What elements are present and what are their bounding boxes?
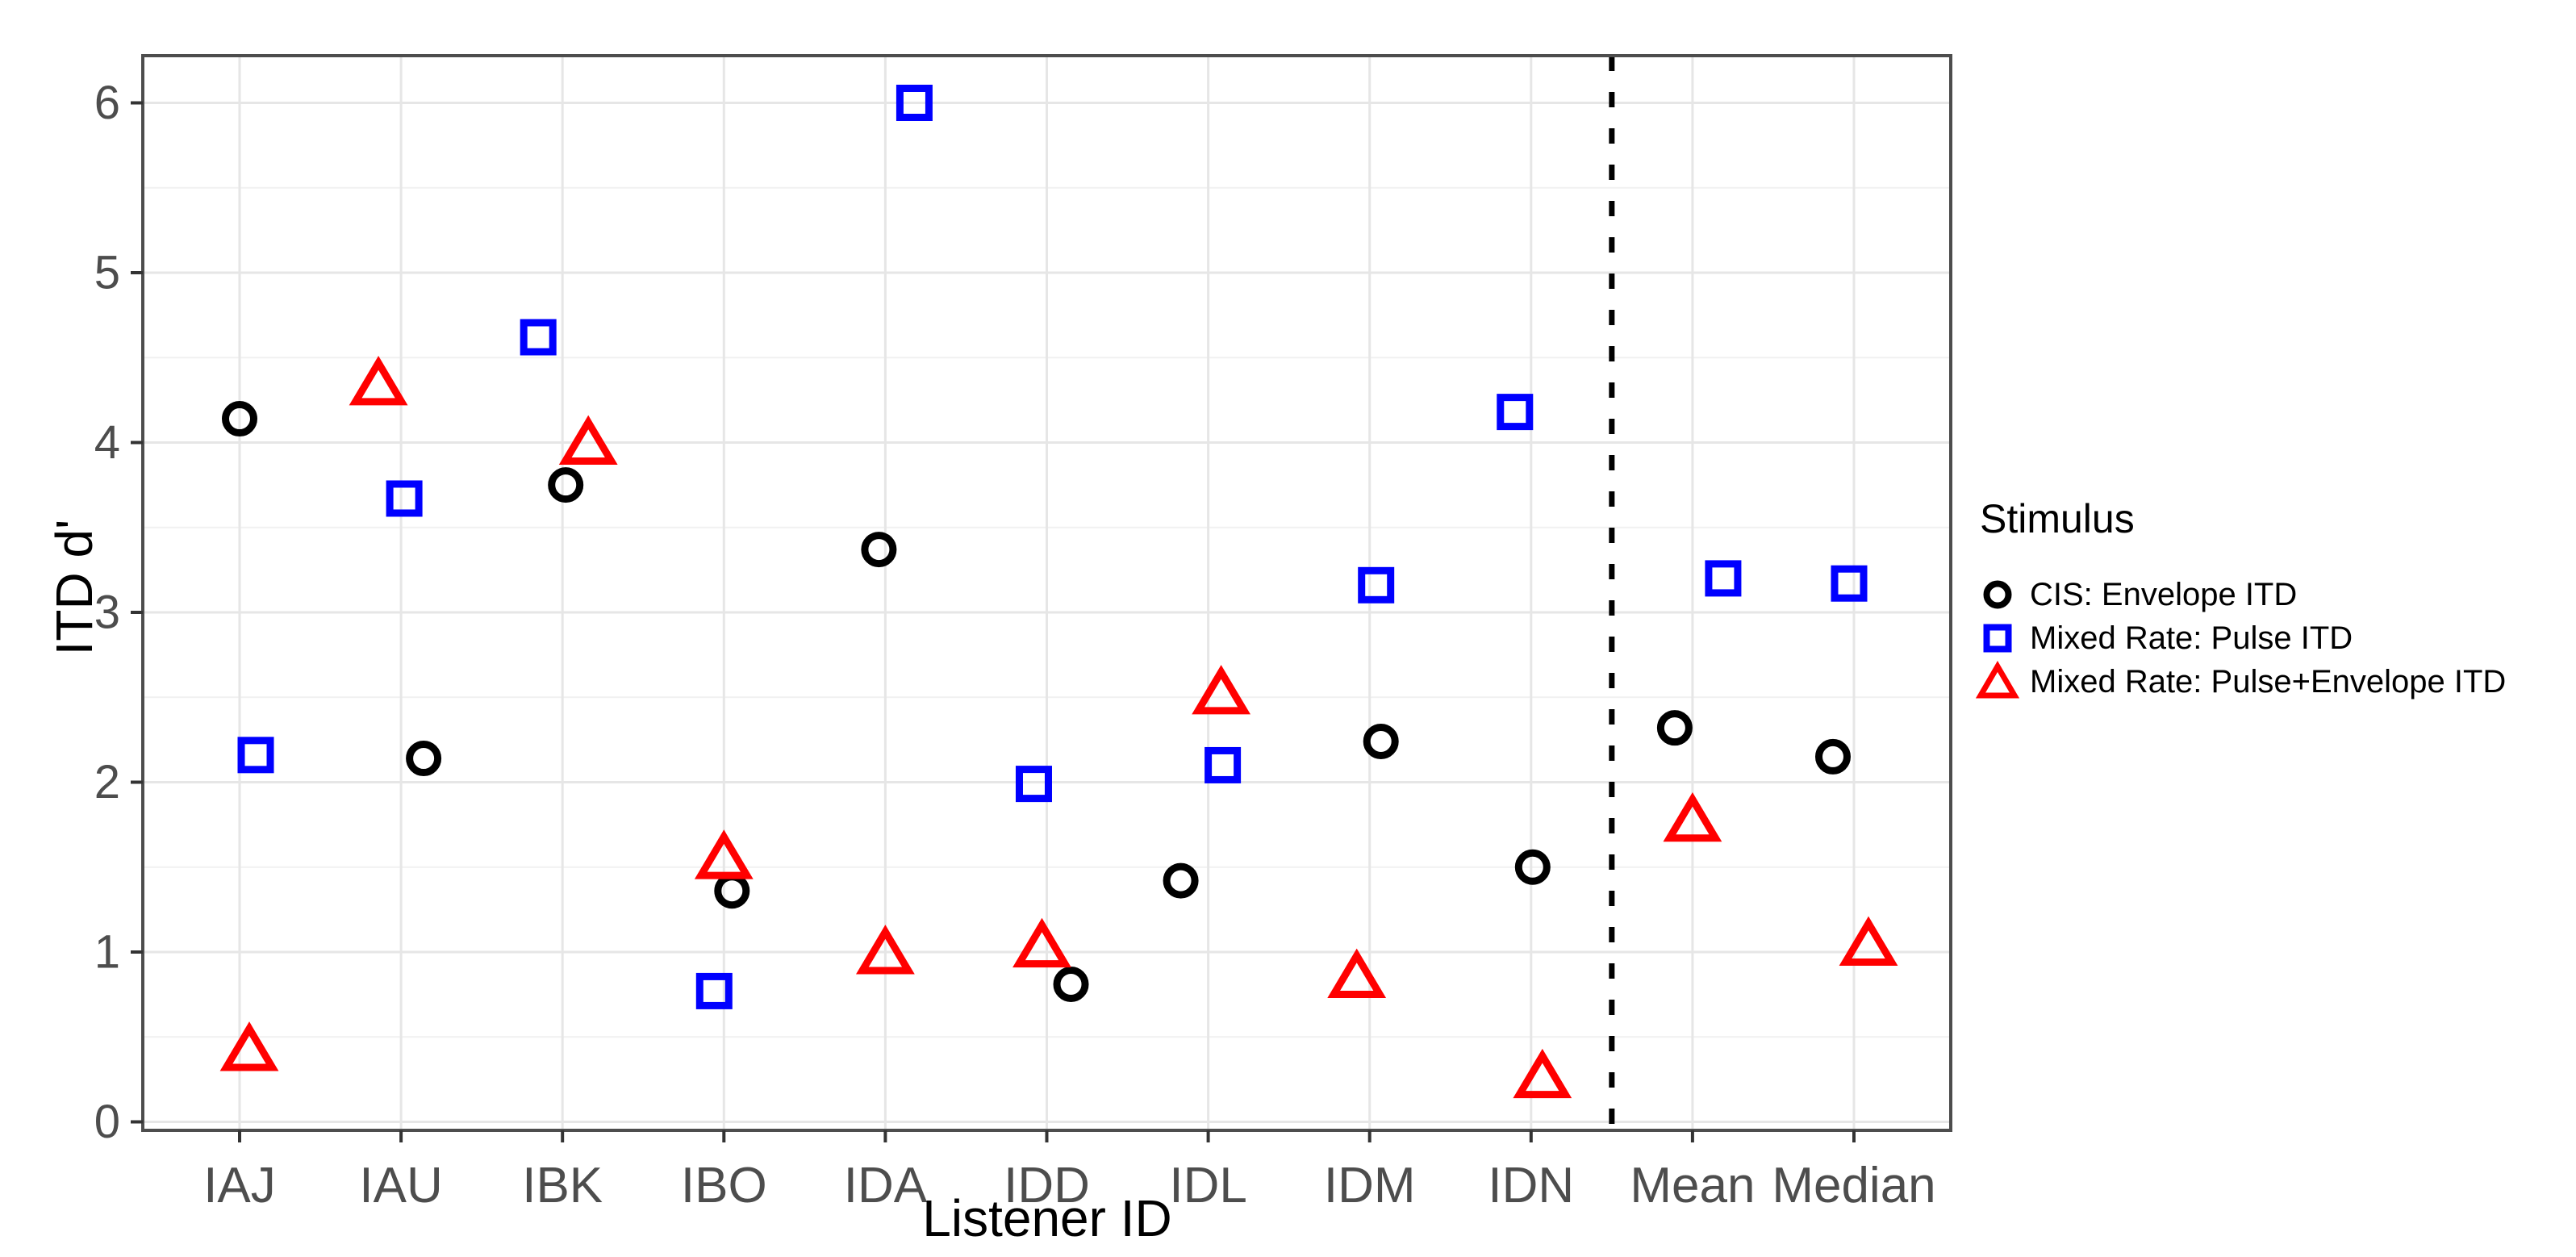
- marker-square-Mean: [1705, 560, 1742, 597]
- x-tick-label: IDN: [1488, 1158, 1574, 1213]
- marker-triangle-IDM: [1327, 948, 1387, 998]
- marker-circle-IDM: [1363, 723, 1399, 759]
- x-tick-label: Mean: [1630, 1158, 1755, 1213]
- marker-triangle-IBO: [694, 829, 754, 879]
- y-tick-label: 2: [94, 756, 120, 808]
- legend-title: Stimulus: [1980, 496, 2135, 541]
- marker-circle-IDL: [1163, 862, 1199, 899]
- marker-triangle-Mean: [1663, 791, 1722, 842]
- marker-square-IDD: [1015, 766, 1052, 803]
- marker-triangle-IDA: [855, 925, 915, 975]
- legend-items: CIS: Envelope ITD Mixed Rate: Pulse ITD Mi…: [1975, 573, 2576, 704]
- marker-square-IAJ: [237, 737, 274, 774]
- marker-square-Median: [1831, 565, 1868, 602]
- legend-triangle-icon: [1975, 661, 2020, 699]
- marker-triangle-IDL: [1192, 665, 1251, 715]
- legend-item: CIS: Envelope ITD: [1975, 573, 2576, 616]
- x-tick-label: IDL: [1169, 1158, 1246, 1213]
- x-tick-label: IBK: [522, 1158, 603, 1213]
- marker-triangle-IDD: [1012, 917, 1071, 968]
- y-tick-label: 1: [94, 926, 120, 979]
- x-tick-label: IBO: [681, 1158, 767, 1213]
- marker-circle-Mean: [1656, 710, 1693, 746]
- legend-square-icon: [1983, 624, 2012, 653]
- marker-circle-IAU: [406, 741, 442, 777]
- marker-circle-IBK: [548, 467, 584, 503]
- marker-triangle-Median: [1839, 916, 1898, 966]
- marker-circle-IAJ: [222, 401, 257, 437]
- x-tick-label: Median: [1772, 1158, 1935, 1213]
- marker-circle-IDD: [1053, 966, 1089, 1002]
- marker-triangle-IDN: [1513, 1048, 1572, 1099]
- legend-item: Mixed Rate: Pulse ITD: [1975, 616, 2576, 660]
- chart-canvas: 0 1 2 3 4 5 6 IAJ IAU IBK IBO IDA IDD IDL IDM IDN Mean Me…: [94, 54, 1952, 1213]
- marker-square-IDM: [1358, 566, 1395, 603]
- marker-circle-IBO: [714, 873, 750, 909]
- y-tick-label: 6: [94, 77, 120, 129]
- marker-triangle-IAU: [349, 356, 408, 406]
- legend: Stimulus CIS: Envelope ITD Mixed Rate: Pu…: [1975, 495, 2576, 704]
- marker-square-IDA: [896, 85, 933, 121]
- y-axis-title: ITD d': [45, 519, 103, 656]
- x-tick-label: IDA: [844, 1158, 928, 1213]
- y-tick-label: 5: [94, 247, 120, 299]
- marker-square-IBO: [695, 972, 733, 1009]
- legend-item-label: CIS: Envelope ITD: [2030, 576, 2298, 612]
- marker-square-IDN: [1497, 394, 1534, 431]
- legend-circle-icon: [1983, 580, 2012, 609]
- x-tick-label: IAU: [359, 1158, 442, 1213]
- x-tick-label: IDD: [1004, 1158, 1090, 1213]
- marker-square-IBK: [520, 319, 557, 356]
- marker-circle-IDA: [861, 532, 897, 568]
- legend-item-label: Mixed Rate: Pulse ITD: [2030, 620, 2353, 656]
- x-tick-label: IAJ: [203, 1158, 276, 1213]
- y-tick-label: 3: [94, 587, 120, 639]
- marker-circle-Median: [1814, 738, 1851, 775]
- x-tick-label: IDM: [1324, 1158, 1416, 1213]
- marker-square-IAU: [386, 480, 423, 517]
- marker-triangle-IBK: [558, 415, 618, 465]
- marker-triangle-IAJ: [219, 1021, 279, 1071]
- y-tick-label: 4: [94, 416, 120, 469]
- legend-item: Mixed Rate: Pulse+Envelope ITD: [1975, 660, 2576, 704]
- marker-circle-IDN: [1514, 849, 1551, 885]
- marker-square-IDL: [1204, 746, 1242, 783]
- y-tick-label: 0: [94, 1096, 120, 1148]
- legend-item-label: Mixed Rate: Pulse+Envelope ITD: [2030, 663, 2507, 699]
- itd-dprime-scatter-figure: 0 1 2 3 4 5 6 IAJ IAU IBK IBO IDA IDD IDL IDM IDN Mean Me…: [32, 13, 2576, 1257]
- x-axis-title: Listener ID: [922, 1189, 1172, 1247]
